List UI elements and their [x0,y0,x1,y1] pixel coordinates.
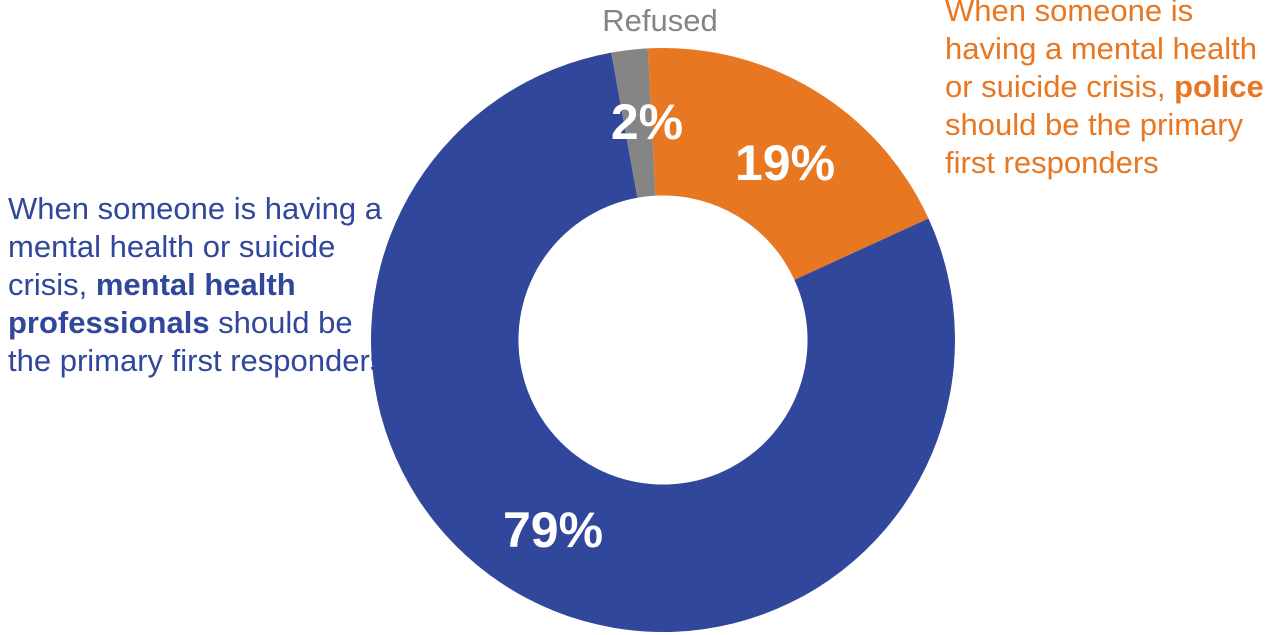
police-legend-text-post: should be the primary first responders [945,107,1244,180]
data-label-police: 19% [735,135,835,191]
police-legend-text-bold: police [1174,69,1264,104]
mental-health-legend-text-post: should be the primary first responders [8,305,386,378]
data-label-mental-health: 79% [503,502,603,558]
mental-health-legend-text-pre: When someone is having a mental health o… [8,191,382,302]
data-label-refused: 2% [611,94,683,150]
slice-mental-health [370,52,955,633]
police-legend-label: When someone is having a mental health o… [945,0,1274,182]
police-legend-text-pre: When someone is having a mental health o… [945,0,1257,104]
slice-police [647,48,929,280]
mental-health-legend-label: When someone is having a mental health o… [8,190,388,380]
mental-health-legend-text-bold: mental health professionals [8,267,296,340]
slice-refused [611,48,656,198]
refused-legend-label: Refused [602,3,718,38]
